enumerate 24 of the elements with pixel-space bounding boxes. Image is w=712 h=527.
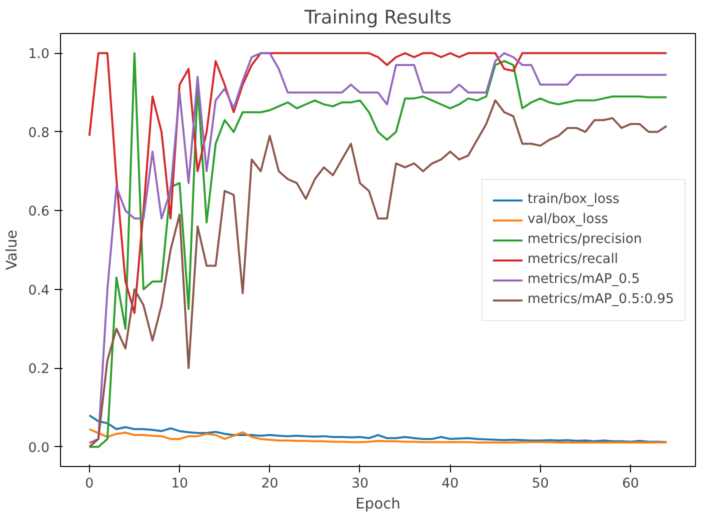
x-tick-label: 10	[171, 476, 188, 492]
legend-label: metrics/precision	[527, 232, 642, 247]
legend-label: metrics/recall	[527, 252, 618, 267]
x-axis-title: Epoch	[356, 496, 400, 512]
x-tick-label: 0	[85, 476, 94, 492]
y-tick-label: 1.0	[28, 47, 50, 62]
x-tick-label: 20	[261, 476, 278, 492]
y-tick-label: 0.8	[28, 126, 50, 141]
chart-title: Training Results	[304, 8, 452, 28]
y-tick-label: 0.4	[28, 283, 50, 298]
x-tick-label: 60	[622, 476, 640, 492]
y-tick-label: 0.6	[28, 204, 50, 220]
line-series	[88, 428, 668, 444]
legend-label: metrics/mAP_0.5:0.95	[527, 292, 674, 307]
y-tick-label: 0.0	[28, 440, 50, 456]
y-tick-label: 0.2	[28, 362, 50, 378]
x-tick-label: 40	[442, 476, 459, 492]
x-tick-label: 30	[351, 476, 368, 492]
legend-label: train/box_loss	[527, 192, 620, 207]
legend-label: metrics/mAP_0.5	[527, 272, 640, 287]
legend-label: val/box_loss	[527, 212, 608, 227]
line-series	[88, 414, 668, 444]
y-axis-title: Value	[3, 230, 20, 270]
x-tick-label: 50	[532, 476, 549, 492]
